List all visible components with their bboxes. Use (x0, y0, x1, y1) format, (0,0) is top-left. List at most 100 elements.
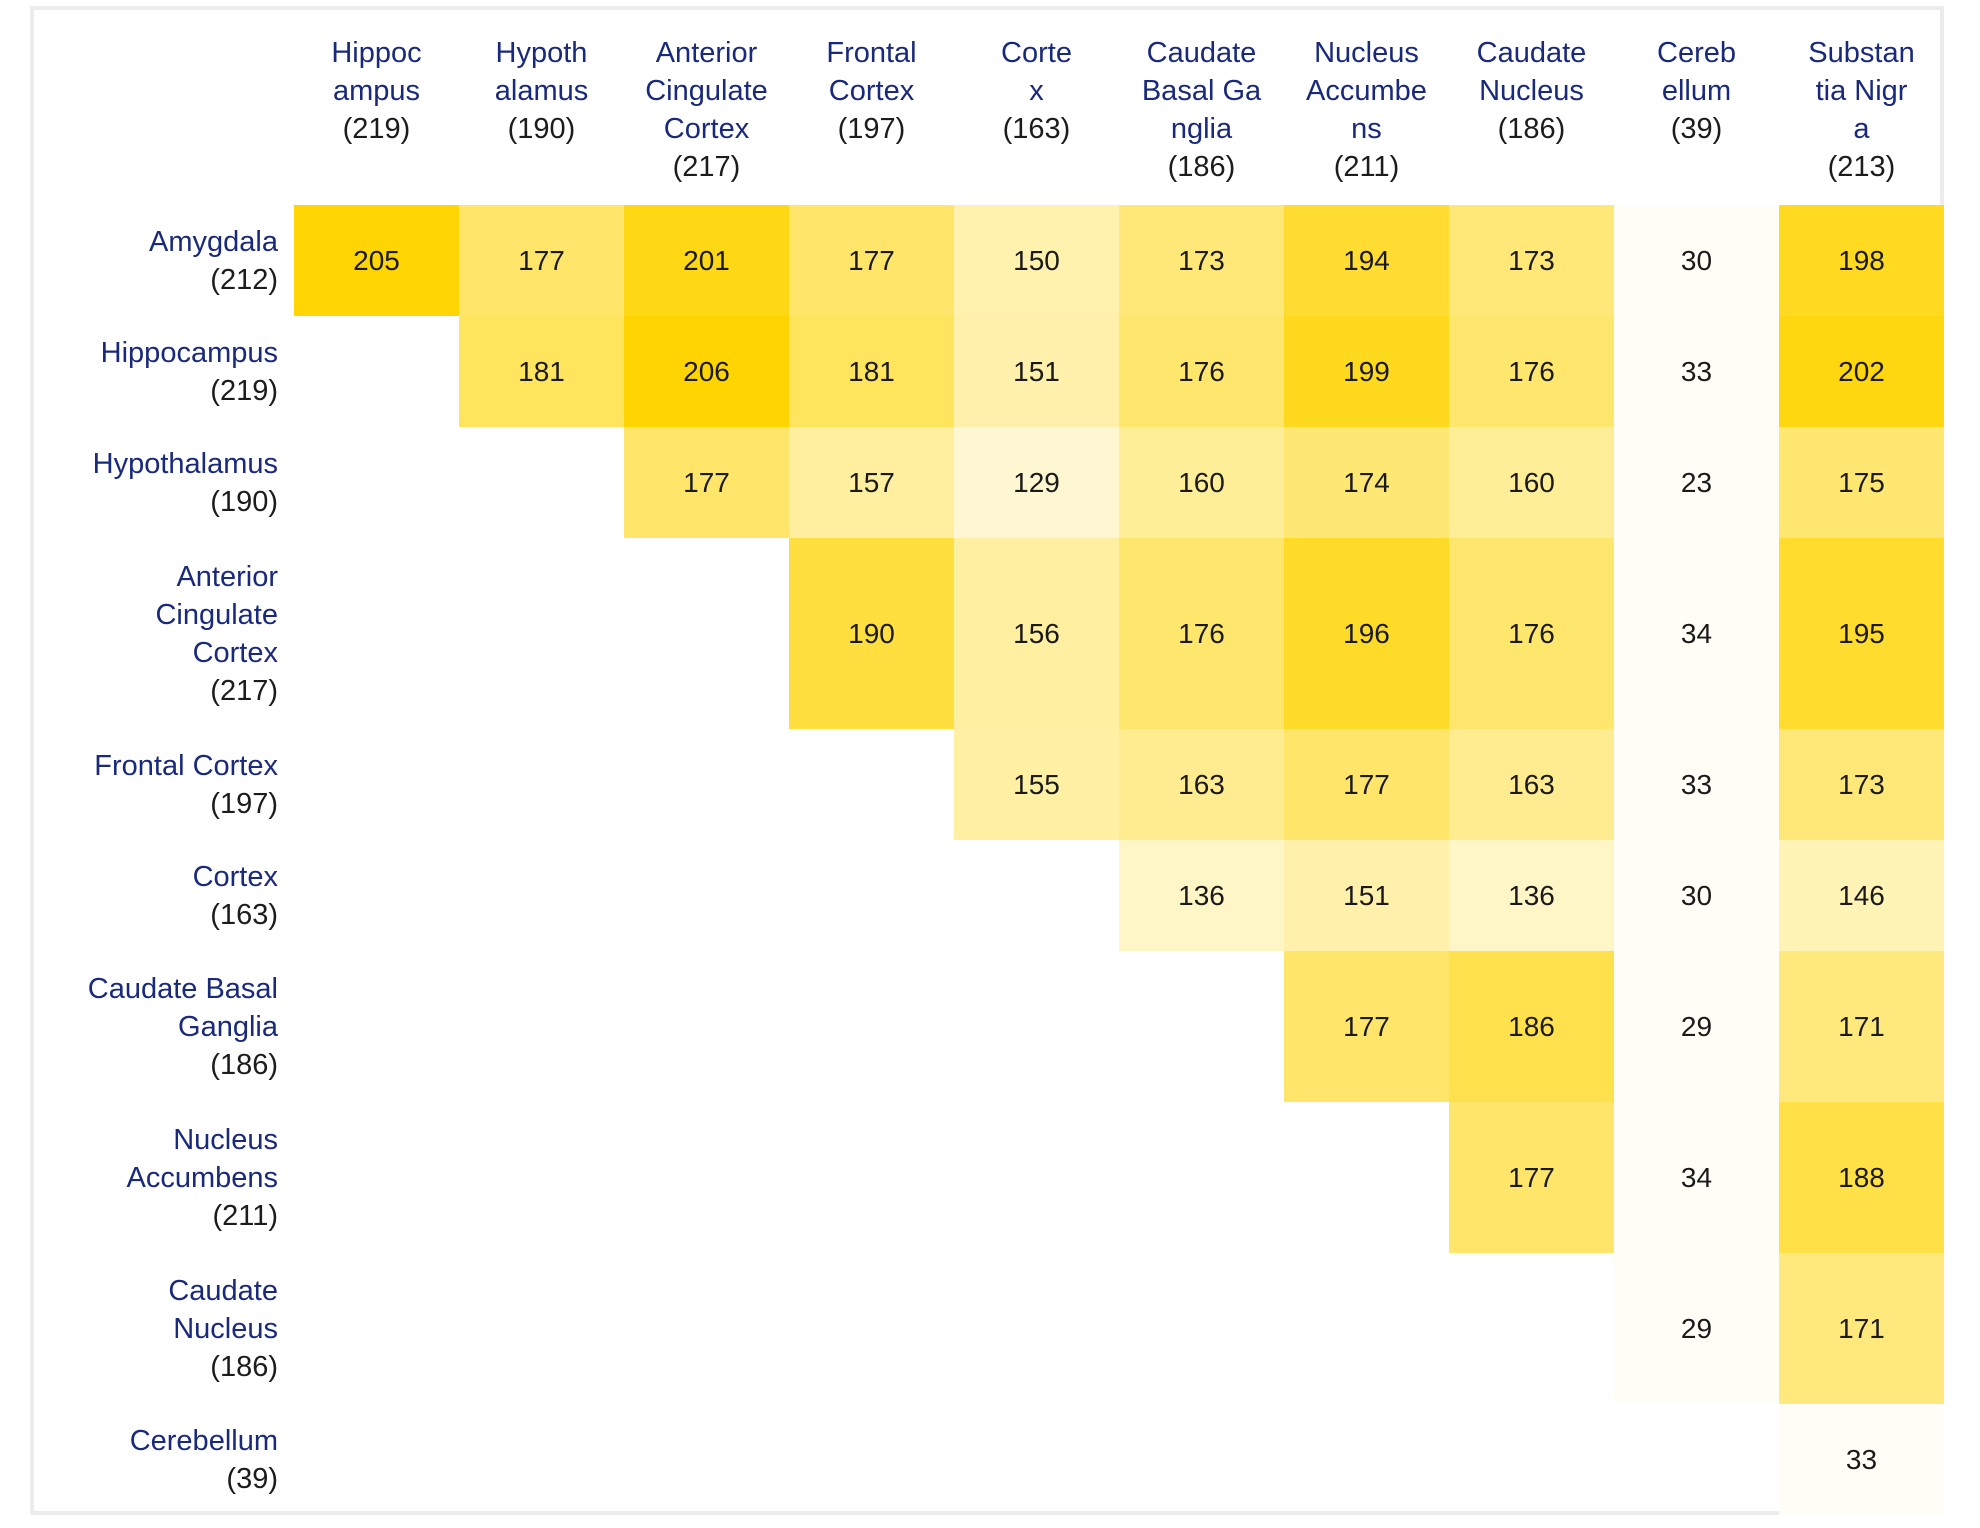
heatmap-cell-empty (459, 729, 624, 840)
heatmap-cell-empty (459, 1102, 624, 1253)
cell-hippocampus-caudate-nucleus: 176 (1449, 316, 1614, 427)
heatmap-row: Anterior Cingulate Cortex (217) 190 156 176 196… (34, 538, 1944, 729)
column-count: (217) (672, 151, 741, 183)
heatmap-cell-empty (294, 840, 459, 951)
row-name: Cerebellum (129, 1424, 278, 1457)
cell-amygdala-hypothalamus: 177 (459, 205, 624, 316)
column-name: Hippoc (331, 37, 422, 69)
heatmap-cell-empty (954, 1102, 1119, 1253)
heatmap-row: Caudate Basal Ganglia (186) 177 186 29 171 (34, 951, 1944, 1102)
heatmap-cell-empty (294, 729, 459, 840)
row-name: Cortex (192, 636, 278, 669)
heatmap-cell-empty (789, 1253, 954, 1404)
heatmap-cell-empty (294, 427, 459, 538)
heatmap-row: Hippocampus (219) 181 206 181 151 176 199 176 33 2… (34, 316, 1944, 427)
row-name: Cingulate (155, 598, 278, 631)
cell-hippocampus-nucleus-accumbens: 199 (1284, 316, 1449, 427)
cell-frontal-cortex-caudate-basal-ganglia: 163 (1119, 729, 1284, 840)
column-header-cortex: Corte x (163) (954, 10, 1119, 148)
heatmap-cell-empty (624, 951, 789, 1102)
row-name: Ganglia (178, 1010, 278, 1043)
column-header-hypothalamus: Hypoth alamus (190) (459, 10, 624, 148)
cell-cortex-cerebellum: 30 (1614, 840, 1779, 951)
cell-frontal-cortex-substantia-nigra: 173 (1779, 729, 1944, 840)
heatmap-cell-empty (624, 1404, 789, 1515)
column-name: Anterior (655, 37, 758, 69)
cell-caudate-basal-ganglia-caudate-nucleus: 186 (1449, 951, 1614, 1102)
cell-hypothalamus-caudate-nucleus: 160 (1449, 427, 1614, 538)
cell-amygdala-frontal-cortex: 177 (789, 205, 954, 316)
heatmap-cell-empty (624, 840, 789, 951)
cell-hippocampus-frontal-cortex: 181 (789, 316, 954, 427)
row-name: Nucleus (173, 1312, 278, 1345)
heatmap-cell-empty (459, 951, 624, 1102)
cell-hippocampus-hypothalamus: 181 (459, 316, 624, 427)
cell-caudate-nucleus-cerebellum: 29 (1614, 1253, 1779, 1404)
column-name: alamus (494, 75, 589, 107)
heatmap-cell-empty (1449, 1404, 1614, 1515)
column-name: Cortex (828, 75, 915, 107)
cell-amygdala-cortex: 150 (954, 205, 1119, 316)
column-name: Cortex (663, 113, 750, 145)
cell-hypothalamus-nucleus-accumbens: 174 (1284, 427, 1449, 538)
row-name: Cortex (192, 860, 278, 893)
row-label-caudate-basal-ganglia: Caudate Basal Ganglia (186) (34, 951, 294, 1102)
row-label-hippocampus: Hippocampus (219) (34, 316, 294, 427)
column-header-nucleus-accumbens: Nucleus Accumbe ns (211) (1284, 10, 1449, 186)
cell-amygdala-substantia-nigra: 198 (1779, 205, 1944, 316)
row-count: (217) (210, 674, 278, 707)
row-count: (163) (210, 898, 278, 931)
cell-caudate-basal-ganglia-nucleus-accumbens: 177 (1284, 951, 1449, 1102)
heatmap-row: Nucleus Accumbens (211) 177 34 188 (34, 1102, 1944, 1253)
column-count: (211) (1333, 151, 1400, 183)
cell-anterior-cingulate-cortex-nucleus-accumbens: 196 (1284, 538, 1449, 729)
heatmap-cell-empty (789, 1404, 954, 1515)
row-label-cerebellum: Cerebellum (39) (34, 1404, 294, 1515)
row-label-caudate-nucleus: Caudate Nucleus (186) (34, 1253, 294, 1404)
column-name: Accumbe (1306, 75, 1427, 107)
cell-hypothalamus-substantia-nigra: 175 (1779, 427, 1944, 538)
cell-hippocampus-cerebellum: 33 (1614, 316, 1779, 427)
cell-hypothalamus-cerebellum: 23 (1614, 427, 1779, 538)
cell-nucleus-accumbens-cerebellum: 34 (1614, 1102, 1779, 1253)
column-name: Cingulate (645, 75, 768, 107)
heatmap-cell-empty (459, 1253, 624, 1404)
row-name: Anterior (176, 560, 278, 593)
heatmap-row: Cerebellum (39) 33 (34, 1404, 1944, 1515)
cell-hippocampus-cortex: 151 (954, 316, 1119, 427)
cell-cortex-substantia-nigra: 146 (1779, 840, 1944, 951)
heatmap-cell-empty (294, 316, 459, 427)
row-label-cortex: Cortex (163) (34, 840, 294, 951)
heatmap-cell-empty (1119, 1253, 1284, 1404)
heatmap-cell-empty (1284, 1102, 1449, 1253)
cell-amygdala-cerebellum: 30 (1614, 205, 1779, 316)
heatmap-cell-empty (954, 1253, 1119, 1404)
row-count: (186) (210, 1350, 278, 1383)
column-name: Substan (1808, 37, 1915, 69)
cell-nucleus-accumbens-substantia-nigra: 188 (1779, 1102, 1944, 1253)
heatmap-cell-empty (459, 840, 624, 951)
cell-frontal-cortex-caudate-nucleus: 163 (1449, 729, 1614, 840)
column-header-hippocampus: Hippoc ampus (219) (294, 10, 459, 148)
cell-amygdala-anterior-cingulate-cortex: 201 (624, 205, 789, 316)
column-header-caudate-basal-ganglia: Caudate Basal Ga nglia (186) (1119, 10, 1284, 186)
cell-cortex-caudate-basal-ganglia: 136 (1119, 840, 1284, 951)
row-name: Caudate Basal (87, 972, 278, 1005)
row-label-hypothalamus: Hypothalamus (190) (34, 427, 294, 538)
column-count: (163) (1002, 113, 1071, 145)
heatmap-cell-empty (789, 951, 954, 1102)
heatmap-cell-empty (789, 840, 954, 951)
row-name: Frontal Cortex (94, 749, 278, 782)
heatmap-cell-empty (459, 538, 624, 729)
cell-frontal-cortex-cortex: 155 (954, 729, 1119, 840)
cell-cerebellum-substantia-nigra: 33 (1779, 1404, 1944, 1515)
row-count: (211) (212, 1199, 278, 1232)
cell-amygdala-caudate-nucleus: 173 (1449, 205, 1614, 316)
heatmap-row: Amygdala (212) 205 177 201 177 150 173 194 173 30 1… (34, 205, 1944, 316)
cell-caudate-basal-ganglia-substantia-nigra: 171 (1779, 951, 1944, 1102)
row-name: Caudate (168, 1274, 278, 1307)
heatmap-grid: Hippoc ampus (219) Hypoth alamus (190) Anterio… (34, 10, 1944, 1515)
heatmap-cell-empty (789, 729, 954, 840)
header-row: Hippoc ampus (219) Hypoth alamus (190) Anterio… (34, 10, 1944, 205)
column-name: ellum (1661, 75, 1732, 107)
